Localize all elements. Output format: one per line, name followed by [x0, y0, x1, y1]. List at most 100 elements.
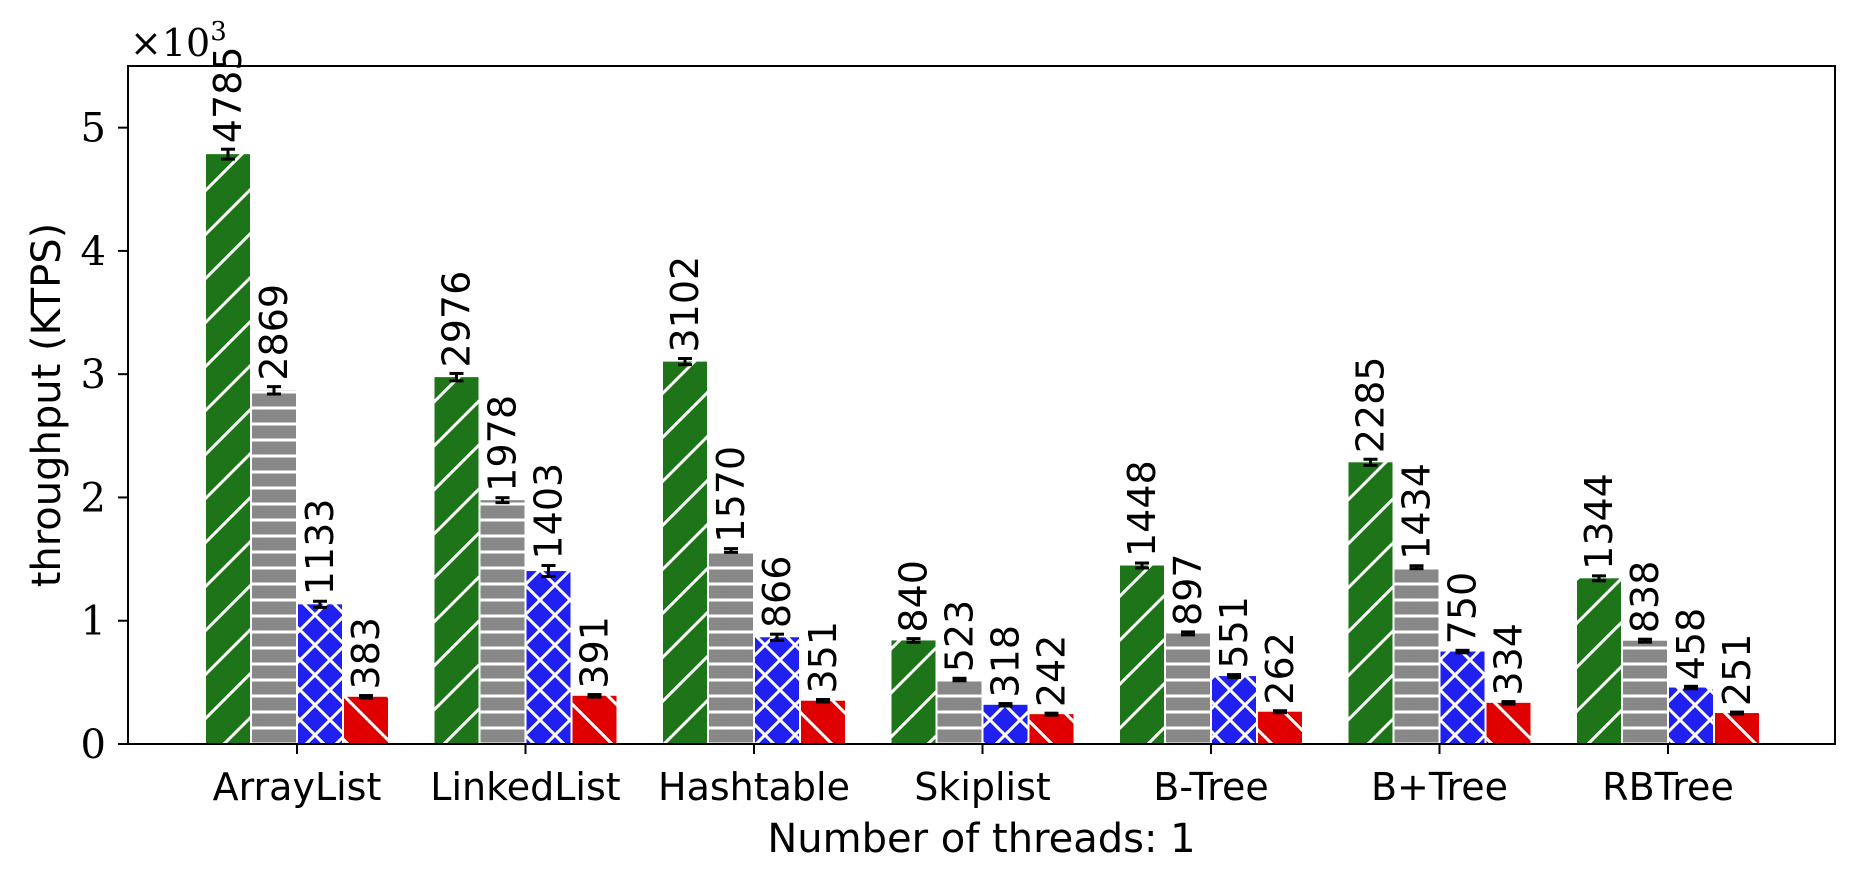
- error-bar: [221, 147, 235, 161]
- data-label: 866: [755, 556, 799, 629]
- data-label: 2285: [1349, 357, 1393, 454]
- error-bar: [906, 637, 921, 644]
- data-label: 4785: [206, 46, 250, 143]
- data-label: 1448: [1120, 460, 1164, 557]
- bar-b-tree-s1: [1120, 565, 1164, 744]
- x-tick-label: B+Tree: [1371, 765, 1508, 809]
- data-label: 897: [1166, 553, 1210, 626]
- error-bar: [1455, 648, 1470, 655]
- bar-arraylist-s3: [298, 604, 342, 744]
- data-label: 351: [801, 621, 845, 694]
- data-label: 3102: [663, 256, 707, 353]
- bar-arraylist-s1: [206, 154, 250, 744]
- x-axis-ticks: ArrayList LinkedList Hashtable Skiplist B-Tr…: [213, 744, 1734, 809]
- data-label: 383: [344, 617, 388, 690]
- error-bar: [998, 702, 1013, 708]
- error-bar: [313, 599, 327, 609]
- error-bar: [1730, 710, 1744, 716]
- data-label: 391: [573, 616, 617, 689]
- data-label: 2976: [435, 271, 479, 368]
- data-label: 523: [938, 600, 982, 673]
- error-bar: [1409, 564, 1424, 571]
- data-label: 1344: [1577, 473, 1621, 570]
- error-bar: [587, 693, 602, 699]
- data-label: 838: [1623, 561, 1667, 634]
- error-bar: [1227, 673, 1241, 680]
- bar-skiplist-s2: [937, 679, 982, 744]
- bar-b-tree-s1: [1348, 462, 1393, 744]
- bar-linkedlist-s4: [572, 695, 617, 744]
- y-tick-label: 2: [81, 475, 106, 521]
- error-bar: [1501, 700, 1516, 706]
- error-bars-layer: [221, 147, 1744, 717]
- error-bar: [1044, 711, 1059, 717]
- bar-arraylist-s2: [252, 390, 296, 744]
- error-bar: [1363, 457, 1378, 467]
- bars-layer: [206, 154, 1759, 744]
- y-tick-label: 4: [81, 229, 106, 275]
- bar-b-tree-s4: [1258, 711, 1302, 744]
- error-bar: [770, 632, 784, 642]
- bar-linkedlist-s2: [480, 500, 525, 744]
- bar-rbtree-s4: [1715, 713, 1759, 744]
- bar-skiplist-s4: [1029, 714, 1074, 744]
- bar-b-tree-s2: [1166, 633, 1210, 744]
- bar-rbtree-s1: [1577, 578, 1621, 744]
- data-label: 1570: [709, 446, 753, 543]
- error-bar: [678, 357, 692, 367]
- error-bar: [1592, 574, 1606, 583]
- y-axis-multiplier: ×103: [130, 17, 227, 65]
- x-axis-title: Number of threads: 1: [767, 816, 1195, 862]
- error-bar: [541, 564, 556, 579]
- x-tick-label: LinkedList: [430, 765, 620, 809]
- data-label: 2869: [252, 284, 296, 381]
- data-label: 1133: [298, 499, 342, 596]
- x-tick-label: B-Tree: [1153, 765, 1268, 809]
- y-axis-title: throughput (KTPS): [24, 223, 70, 588]
- bar-b-tree-s4: [1486, 702, 1531, 744]
- data-label: 262: [1258, 632, 1302, 705]
- error-bar: [1638, 637, 1652, 644]
- x-tick-label: Skiplist: [914, 765, 1051, 809]
- error-bar: [816, 697, 830, 704]
- error-bar: [1684, 684, 1698, 691]
- data-label: 251: [1715, 634, 1759, 707]
- data-label: 242: [1030, 635, 1074, 708]
- error-bar: [1181, 630, 1195, 637]
- data-label: 1403: [527, 463, 571, 560]
- error-bar: [495, 496, 510, 505]
- bar-linkedlist-s1: [434, 377, 479, 744]
- data-label: 840: [892, 560, 936, 633]
- error-bar: [267, 385, 281, 396]
- error-bar: [952, 676, 967, 683]
- data-label: 334: [1487, 623, 1531, 696]
- error-bar: [449, 371, 464, 383]
- data-label: 551: [1212, 596, 1256, 669]
- bar-hashtable-s3: [755, 637, 799, 744]
- x-tick-label: ArrayList: [213, 765, 382, 809]
- bar-rbtree-s3: [1669, 687, 1713, 744]
- bar-b-tree-s3: [1440, 651, 1485, 744]
- bar-b-tree-s3: [1212, 676, 1256, 744]
- bar-hashtable-s4: [801, 700, 845, 744]
- data-label: 318: [984, 625, 1028, 698]
- error-bar: [724, 547, 738, 554]
- data-label: 1434: [1395, 463, 1439, 560]
- y-tick-label: 0: [81, 722, 106, 768]
- y-axis-ticks: 0 1 2 3 4 5: [81, 106, 128, 768]
- bar-rbtree-s2: [1623, 640, 1667, 744]
- error-bar: [359, 694, 373, 700]
- y-axis-multiplier-exponent: 3: [210, 17, 227, 47]
- bar-linkedlist-s3: [526, 571, 571, 744]
- bar-hashtable-s2: [709, 550, 753, 744]
- bar-skiplist-s1: [891, 640, 936, 744]
- bar-hashtable-s1: [663, 361, 707, 744]
- bar-skiplist-s3: [983, 704, 1028, 744]
- x-tick-label: Hashtable: [658, 765, 850, 809]
- data-label: 750: [1441, 572, 1485, 645]
- bar-arraylist-s4: [344, 696, 388, 744]
- data-label: 1978: [481, 395, 525, 492]
- bar-b-tree-s2: [1394, 567, 1439, 744]
- y-tick-label: 3: [81, 352, 106, 398]
